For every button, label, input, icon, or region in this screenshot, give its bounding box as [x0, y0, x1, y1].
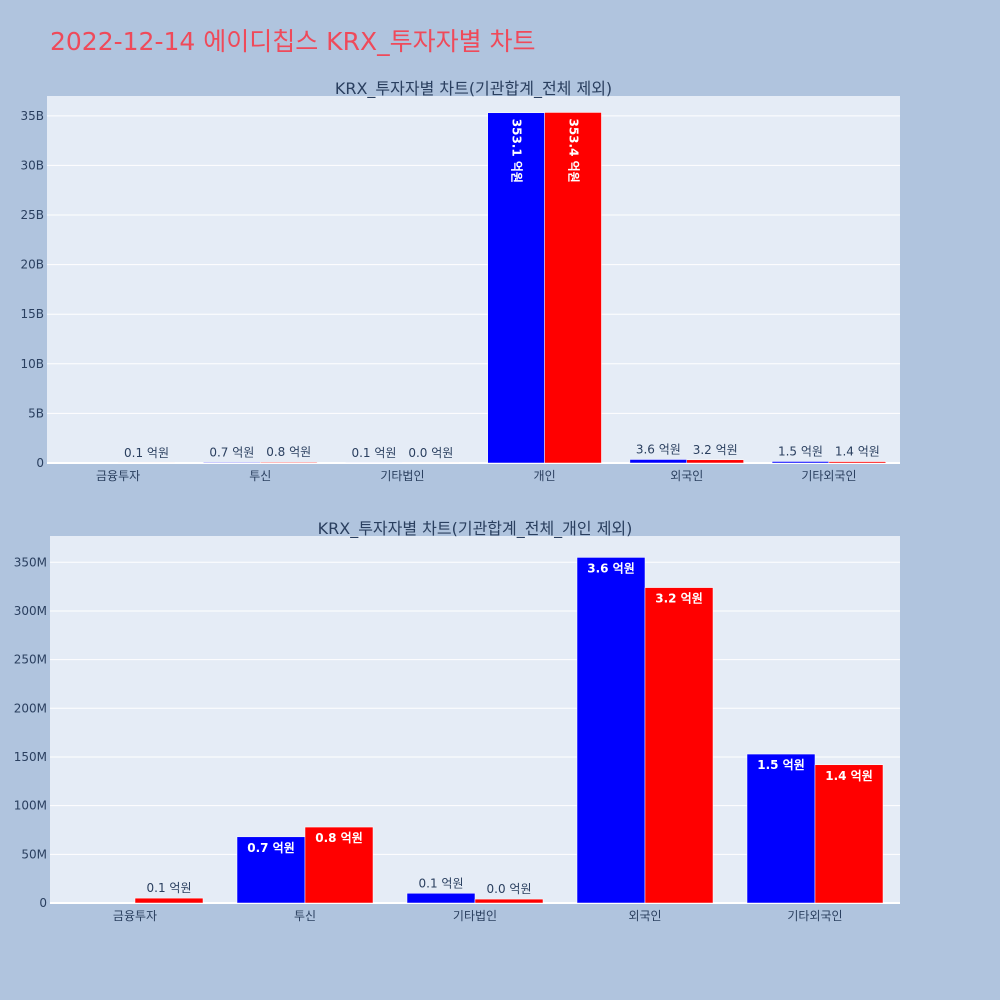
plot-area — [47, 96, 900, 463]
y-tick-label: 20B — [20, 258, 44, 272]
x-tick-label: 기타외국인 — [801, 469, 856, 483]
y-tick-label: 5B — [28, 406, 44, 420]
x-tick-label: 기타외국인 — [787, 909, 842, 923]
bar-sell — [544, 112, 602, 464]
data-label: 0.1 억원 — [124, 446, 169, 460]
y-tick-label: 30B — [20, 158, 44, 172]
data-label: 0.8 억원 — [315, 831, 363, 845]
investor-chart-excluding-individual: 0 50M 100M 150M 200M 250M 300M 350M KRX_투자자별 차트(… — [14, 519, 900, 923]
y-tick-label: 35B — [20, 109, 44, 123]
data-label: 3.2 억원 — [693, 443, 738, 457]
data-label: 0.1 억원 — [147, 881, 192, 895]
data-label: 353.4 억원 — [567, 118, 581, 182]
y-tick-label: 350M — [14, 555, 47, 569]
y-tick-label: 250M — [14, 653, 47, 667]
data-label: 0.0 억원 — [487, 882, 532, 896]
investor-chart-total: 0 5B 10B 15B 20B 25B 30B 35B KRX_투자자별 차트(기관합계_전체… — [20, 79, 900, 483]
y-tick-label: 100M — [14, 799, 47, 813]
x-tick-label: 금융투자 — [113, 909, 157, 923]
data-label: 0.1 억원 — [351, 446, 396, 460]
data-label: 0.7 억원 — [209, 445, 254, 459]
bar-buy — [629, 459, 688, 464]
bar-sell — [474, 898, 544, 904]
bar-buy — [771, 461, 830, 464]
bar-sell — [260, 461, 318, 464]
bar-sell — [304, 826, 374, 904]
data-label: 1.5 억원 — [778, 444, 823, 458]
x-tick-label: 금융투자 — [96, 469, 140, 483]
data-label: 1.4 억원 — [825, 769, 873, 783]
data-label: 1.4 억원 — [835, 445, 880, 459]
bar-sell — [686, 459, 744, 464]
x-tick-label: 투신 — [294, 909, 316, 923]
data-label: 3.6 억원 — [636, 442, 681, 456]
chart-title: KRX_투자자별 차트(기관합계_전체_개인 제외) — [318, 519, 633, 539]
bar-buy — [406, 893, 476, 904]
x-tick-label: 기타법인 — [453, 909, 497, 923]
bar-buy — [203, 462, 261, 464]
data-label: 0.0 억원 — [408, 446, 453, 460]
y-tick-label: 300M — [14, 604, 47, 618]
bar-buy — [487, 112, 545, 464]
data-label: 3.2 억원 — [655, 592, 703, 606]
bar-sell — [828, 461, 887, 464]
data-label: 1.5 억원 — [757, 758, 805, 772]
y-tick-label: 10B — [20, 357, 44, 371]
x-tick-label: 외국인 — [628, 909, 661, 923]
data-label: 0.7 억원 — [247, 841, 295, 855]
y-tick-label: 15B — [20, 307, 44, 321]
page-title: 2022-12-14 에이디칩스 KRX_투자자별 차트 — [50, 27, 536, 56]
bar-buy — [746, 753, 816, 904]
bar-buy — [576, 557, 646, 904]
y-tick-label: 200M — [14, 701, 47, 715]
y-tick-label: 25B — [20, 208, 44, 222]
y-tick-label: 150M — [14, 750, 47, 764]
bar-sell — [134, 897, 204, 904]
x-tick-label: 투신 — [249, 469, 271, 483]
data-label: 353.1 억원 — [510, 119, 524, 183]
x-tick-label: 기타법인 — [380, 469, 424, 483]
data-label: 0.8 억원 — [266, 445, 311, 459]
data-label: 0.1 억원 — [419, 876, 464, 890]
y-tick-label: 0 — [39, 896, 47, 910]
x-tick-label: 외국인 — [670, 469, 703, 483]
x-tick-label: 개인 — [534, 469, 556, 483]
y-tick-label: 0 — [36, 456, 44, 470]
bar-buy — [236, 836, 306, 904]
chart-title: KRX_투자자별 차트(기관합계_전체 제외) — [335, 79, 612, 99]
y-tick-label: 50M — [21, 847, 47, 861]
bar-sell — [814, 764, 884, 904]
bar-sell — [644, 587, 714, 904]
data-label: 3.6 억원 — [587, 561, 635, 575]
